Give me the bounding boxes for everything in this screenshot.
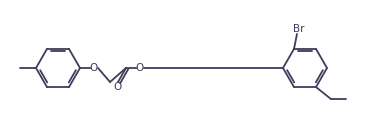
Text: Br: Br [293, 24, 305, 34]
Text: O: O [113, 82, 121, 92]
Text: O: O [90, 63, 98, 73]
Text: O: O [136, 63, 144, 73]
